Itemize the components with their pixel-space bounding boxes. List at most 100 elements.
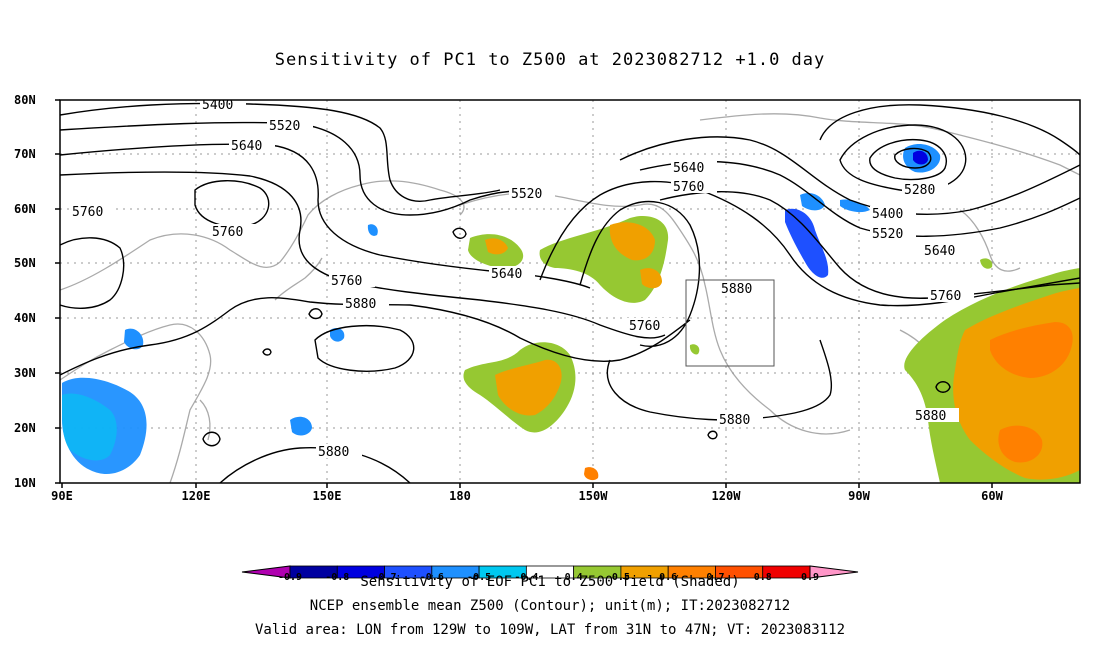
- negative-region-small-4: [367, 224, 378, 236]
- contour-label: 5400: [872, 207, 903, 222]
- positive-region-pacific-north-core: [485, 238, 508, 255]
- lat-label: 10N: [14, 476, 36, 490]
- coastline-china: [60, 323, 212, 483]
- coastline-canada-north: [699, 113, 1080, 176]
- contour-label: 5640: [924, 244, 955, 259]
- contour-label: 5880: [915, 409, 946, 424]
- contour-label: 5520: [872, 227, 903, 242]
- caption-valid-area: Valid area: LON from 129W to 109W, LAT f…: [254, 622, 845, 638]
- lon-label: 120W: [712, 489, 742, 503]
- coastline-asia: [60, 180, 465, 291]
- contour-label: 5880: [318, 445, 349, 460]
- colorbar: -0.9 -0.8 -0.7 -0.6 -0.5 -0.4 0.4 0.5 0.6 0.7 0.8 0…: [241, 565, 859, 583]
- contour-outer-arctic: [819, 104, 1080, 156]
- coastline-japan: [274, 257, 323, 301]
- positive-region-gulf-alaska-core-2: [640, 268, 662, 289]
- graticule: [60, 100, 1080, 483]
- contour-5640-center: [539, 180, 1080, 307]
- positive-region-atlantic-hot: [990, 322, 1073, 378]
- colorbar-label: 0.6: [659, 572, 677, 583]
- contour-label: 5760: [72, 205, 103, 220]
- contour-5160: [869, 138, 947, 181]
- caption-shaded: Sensitivity of EOF PC1 to Z500 field (Sh…: [360, 574, 740, 590]
- positive-region-gulf-alaska-core: [609, 222, 655, 261]
- contour-5880-loop: [314, 325, 415, 372]
- colorbar-label: 0.7: [706, 572, 724, 583]
- coastline-philippines: [199, 399, 211, 441]
- lon-label: 120E: [182, 489, 211, 503]
- contour-label: 5760: [673, 180, 704, 195]
- colorbar-segment: [809, 565, 859, 579]
- tick-marks: [55, 99, 993, 488]
- contour-label: 5640: [231, 139, 262, 154]
- contour-label: 5880: [719, 413, 750, 428]
- lat-label: 20N: [14, 421, 36, 435]
- contour-label: 5880: [345, 297, 376, 312]
- contour-label: 5640: [491, 267, 522, 282]
- lat-label: 60N: [14, 202, 36, 216]
- positive-region-central-pacific-core: [495, 359, 562, 416]
- lon-label: 90W: [848, 489, 870, 503]
- contour-small-3: [202, 431, 221, 447]
- lon-label: 60W: [981, 489, 1003, 503]
- colorbar-label: -0.8: [325, 572, 349, 583]
- negative-region-small-3: [330, 327, 345, 342]
- negative-region-canada: [785, 208, 829, 278]
- contour-label: 5760: [930, 289, 961, 304]
- lon-label: 180: [449, 489, 471, 503]
- colorbar-label: 0.8: [754, 572, 772, 583]
- negative-region-canada-2: [800, 193, 825, 211]
- lat-label: 40N: [14, 311, 36, 325]
- contour-label: 5400: [202, 98, 233, 113]
- lon-label: 150E: [313, 489, 342, 503]
- contour-label: 5760: [212, 225, 243, 240]
- negative-region-se-asia-core: [62, 393, 117, 461]
- contour-5880-south: [219, 447, 411, 483]
- contour-label: 5880: [721, 282, 752, 297]
- lat-label: 80N: [14, 93, 36, 107]
- lon-label: 90E: [51, 489, 73, 503]
- lon-axis: 90E 120E 150E 180 150W 120W 90W 60W: [51, 489, 1003, 503]
- contour-label: 5520: [269, 119, 300, 134]
- shaded-sensitivity: [62, 144, 1080, 483]
- colorbar-label: 0.4: [565, 572, 583, 583]
- lon-label: 150W: [579, 489, 609, 503]
- contour-5760-west-loop: [194, 180, 270, 228]
- contour-5760-center: [579, 200, 701, 347]
- contour-label: 5280: [904, 183, 935, 198]
- contour-5400-east: [619, 136, 1080, 215]
- contour-labels: 5400 5520 5640 5760 5760 5520 5640 5760 …: [70, 98, 974, 460]
- positive-region-small-2: [689, 344, 700, 355]
- lat-axis: 80N 70N 60N 50N 40N 30N 20N 10N: [14, 93, 36, 490]
- colorbar-label: -0.5: [467, 572, 491, 583]
- contour-5520: [60, 121, 541, 216]
- lat-label: 50N: [14, 256, 36, 270]
- negative-region-small-2: [290, 416, 312, 436]
- contour-small-1: [308, 308, 323, 320]
- lat-label: 70N: [14, 147, 36, 161]
- colorbar-label: -0.6: [420, 572, 444, 583]
- contour-5760-east: [659, 191, 1080, 299]
- positive-region-atlantic-hot-2: [998, 425, 1043, 463]
- negative-region-small-5: [840, 199, 870, 213]
- contour-small-6: [262, 348, 272, 356]
- contour-small-5: [707, 430, 718, 440]
- coastline-greenland: [959, 209, 1021, 272]
- contour-small-4: [935, 381, 951, 393]
- contour-5040: [894, 147, 932, 169]
- colorbar-label: -0.9: [278, 572, 302, 583]
- contour-label: 5760: [331, 274, 362, 289]
- positive-region-small-1: [584, 467, 599, 481]
- contour-5400: [60, 102, 501, 202]
- positive-region-small-3: [980, 258, 993, 269]
- colorbar-label: -0.7: [372, 572, 396, 583]
- contour-5760-west-2: [60, 237, 125, 309]
- negative-region-arctic-core: [913, 150, 928, 165]
- plot-frame: [59, 99, 1081, 484]
- contour-5280: [839, 124, 967, 192]
- colorbar-label: 0.5: [612, 572, 630, 583]
- valid-area-box: [685, 279, 775, 367]
- chart-title: Sensitivity of PC1 to Z500 at 2023082712…: [274, 50, 826, 70]
- contour-small-2: [452, 227, 467, 239]
